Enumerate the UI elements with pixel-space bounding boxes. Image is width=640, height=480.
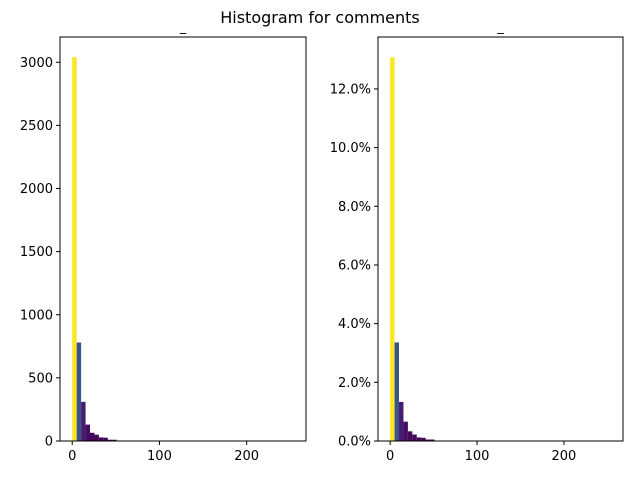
histogram-bar [416, 437, 422, 441]
histogram-bar [407, 431, 413, 441]
x-tick-label: 200 [552, 449, 577, 464]
histogram-bar [425, 439, 431, 441]
y-tick-label: 1000 [20, 308, 53, 323]
axes-frame [59, 36, 307, 442]
histogram-bar [94, 434, 99, 441]
x-tick-label: 100 [465, 449, 490, 464]
histogram-bar [85, 424, 91, 441]
y-tick-label: 8.0% [338, 200, 371, 215]
histogram-bar [103, 437, 108, 441]
histogram-bar [72, 57, 77, 441]
histogram-bar [394, 342, 400, 441]
right-histogram-panel: 0 100 200 0.0% 2.0% 4.0% 6.0% 8.0% 10.0% 12.0% _ [330, 20, 624, 464]
histogram-bar [412, 434, 417, 441]
y-tick-label: 6.0% [338, 258, 371, 273]
panel-title: _ [496, 20, 504, 35]
histogram-bar [390, 57, 395, 442]
y-tick-label: 2.0% [338, 376, 371, 391]
histogram-bar [98, 437, 104, 441]
y-tick-label: 0.0% [338, 435, 371, 450]
y-tick-label: 2500 [20, 119, 53, 134]
histogram-bar [403, 421, 408, 441]
panel-title: _ [179, 20, 187, 35]
y-tick-label: 500 [28, 371, 53, 386]
figure-title: Histogram for comments [220, 8, 420, 27]
histogram-bar [421, 437, 426, 441]
y-tick-label: 4.0% [338, 317, 371, 332]
histogram-bar [399, 401, 404, 441]
histogram-bar [90, 432, 95, 441]
x-tick-label: 100 [147, 449, 172, 464]
y-tick-label: 12.0% [330, 82, 371, 97]
x-tick-label: 0 [68, 449, 76, 464]
y-tick-label: 3000 [20, 56, 53, 71]
axes-frame [377, 36, 624, 442]
y-tick-label: 0 [45, 435, 53, 450]
y-tick-label: 10.0% [330, 141, 371, 156]
y-tick-label: 1500 [20, 245, 53, 260]
x-tick-label: 200 [234, 449, 259, 464]
y-tick-label: 2000 [20, 182, 53, 197]
histogram-bar [107, 439, 113, 441]
histogram-bar [81, 401, 86, 441]
histogram-bar [430, 439, 435, 441]
histogram-bar [76, 342, 82, 441]
histogram-bar [112, 439, 117, 441]
x-tick-label: 0 [386, 449, 394, 464]
